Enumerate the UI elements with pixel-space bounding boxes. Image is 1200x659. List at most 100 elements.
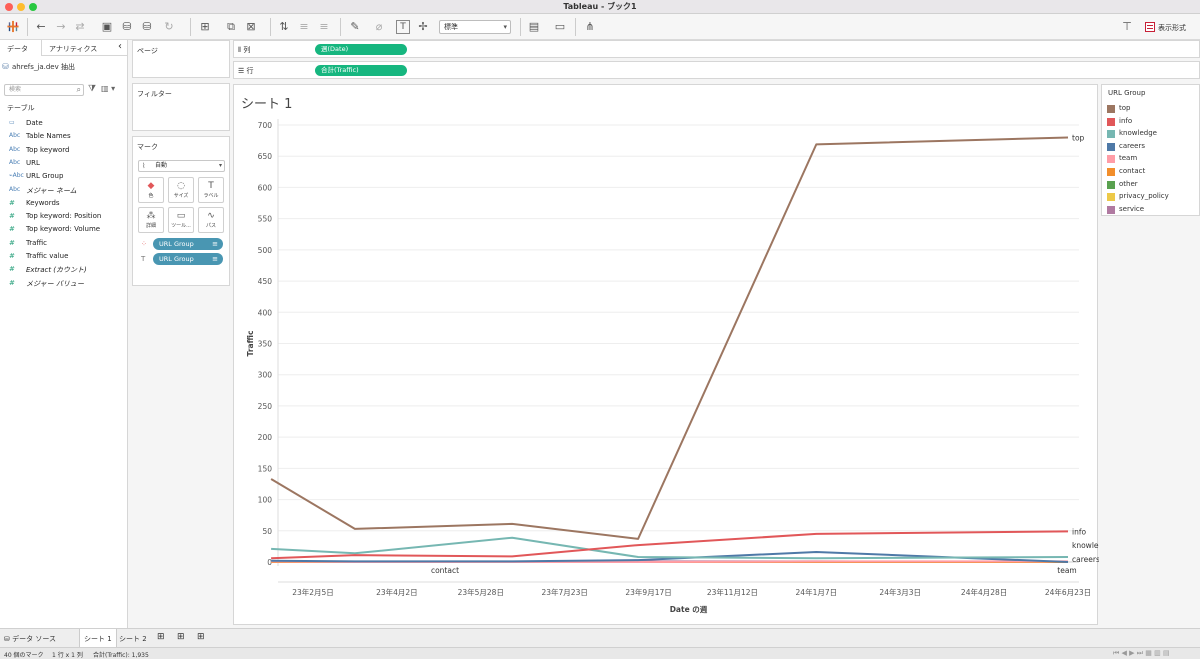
field-extract[interactable]: # Extract (カウント) xyxy=(0,263,127,276)
color-legend[interactable]: URL Group top info knowledge careers team con… xyxy=(1101,84,1200,216)
field-top-keyword[interactable]: Abc Top keyword xyxy=(0,144,127,157)
color-button-label: 色 xyxy=(148,193,154,199)
label-mark-button[interactable]: T ラベル xyxy=(198,177,224,203)
mark-type-select[interactable]: ⌇ 自動 ▾ xyxy=(138,160,225,172)
x-tick-label: 23年9月17日 xyxy=(625,587,671,597)
x-tick-label: 24年3月3日 xyxy=(879,587,921,597)
field-label: Top keyword: Volume xyxy=(26,225,101,234)
field-search-input[interactable]: 検索 ⌕ xyxy=(4,84,84,96)
line-chart[interactable]: 0 50 100 150 200 250 300 350 400 450 500 550 600 650 7… xyxy=(234,85,1099,626)
url-group-label-pill[interactable]: URL Group ≡ xyxy=(153,253,223,265)
path-mark-button[interactable]: ∿ パス xyxy=(198,207,224,233)
detail-button-label: 詳細 xyxy=(145,223,156,229)
series-line-top[interactable] xyxy=(270,136,1069,540)
tooltip-mark-button[interactable]: ▭ ツール... xyxy=(168,207,194,233)
string-type-icon: Abc xyxy=(9,132,21,140)
field-[interactable]: Abc メジャー ネーム xyxy=(0,184,127,197)
save-icon[interactable]: ▣ xyxy=(101,20,113,33)
size-mark-button[interactable]: ◌ サイズ xyxy=(168,177,194,203)
tab-analytics[interactable]: アナリティクス xyxy=(49,45,98,53)
share-icon[interactable]: ⋔ xyxy=(585,20,595,33)
group-type-icon: ⌁Abc xyxy=(9,172,24,180)
series-line-knowledge[interactable] xyxy=(271,536,1069,560)
field-keywords[interactable]: # Keywords xyxy=(0,197,127,210)
field-label: Top keyword xyxy=(26,145,70,154)
sort-icon: ≡ xyxy=(212,255,218,263)
tableau-logo-icon[interactable] xyxy=(6,20,20,33)
view-options-icon[interactable]: ▥ ▾ xyxy=(101,84,116,93)
zoom-window-button[interactable] xyxy=(29,3,37,11)
presentation-mode-icon[interactable]: ▭ xyxy=(554,20,566,33)
field-[interactable]: # メジャー バリュー xyxy=(0,277,127,290)
pages-card[interactable]: ページ xyxy=(132,40,230,78)
swap-rows-columns-icon[interactable]: ⇅ xyxy=(279,20,289,33)
datasource-tab-label: データ ソース xyxy=(12,635,56,643)
filter-icon[interactable]: ⧩ xyxy=(88,84,97,94)
color-encoding-icon: ⁘ xyxy=(141,240,147,248)
new-dashboard-tab-icon[interactable]: ⊞ xyxy=(177,632,185,642)
marks-card: マーク ⌇ 自動 ▾ ◆ 色 ◌ サイズ T ラベル ⁂ 詳細 ▭ ツール... ∿ パス ⁘ URL… xyxy=(132,136,230,286)
detail-mark-button[interactable]: ⁂ 詳細 xyxy=(138,207,164,233)
series-line-careers[interactable] xyxy=(271,551,1069,563)
path-icon: ∿ xyxy=(207,211,215,221)
highlight-icon[interactable]: ✎ xyxy=(350,20,360,33)
week-date-pill[interactable]: 週(Date) xyxy=(315,44,407,55)
y-tick-label: 350 xyxy=(258,340,273,349)
tab-data[interactable]: データ xyxy=(0,40,42,56)
columns-shelf[interactable]: ⦀ 列 週(Date) xyxy=(233,40,1200,58)
view-size-value: 標準 xyxy=(444,23,458,31)
clear-sheet-icon[interactable]: ⊠ xyxy=(246,20,256,33)
pin-axes-icon[interactable]: ✢ xyxy=(418,20,428,33)
show-cards-icon[interactable]: ▤ xyxy=(528,20,540,33)
group-members-icon[interactable]: ⌀ xyxy=(375,20,383,33)
number-type-icon: # xyxy=(9,238,15,247)
new-worksheet-tab-icon[interactable]: ⊞ xyxy=(157,632,165,642)
new-datasource-icon[interactable]: ⛁ xyxy=(122,20,132,33)
datasource-tab[interactable]: ⛁ データ ソース xyxy=(4,635,56,643)
sheet-nav-icons[interactable]: ⏮ ◀ ▶ ⏭ ▦ ▥ ▤ xyxy=(1113,649,1170,657)
url-group-color-pill[interactable]: URL Group ≡ xyxy=(153,238,223,250)
rows-shelf[interactable]: ☰ 行 合計(Traffic) xyxy=(233,61,1200,79)
number-type-icon: # xyxy=(9,252,15,260)
datasource-name[interactable]: ahrefs_ja.dev 抽出 xyxy=(12,63,75,71)
field-date[interactable]: ▭ Date xyxy=(0,117,127,130)
field-traffic[interactable]: # Traffic xyxy=(0,237,127,250)
filters-card[interactable]: フィルター xyxy=(132,83,230,131)
pause-updates-icon[interactable]: ⛁ xyxy=(142,20,152,33)
y-tick-label: 150 xyxy=(258,464,273,473)
format-button[interactable]: 表示形式 xyxy=(1158,24,1186,32)
redo-icon[interactable]: → xyxy=(56,20,66,33)
field-top-keyword-position[interactable]: # Top keyword: Position xyxy=(0,210,127,223)
collapse-pane-icon[interactable]: ‹ xyxy=(118,41,122,52)
field-traffic-value[interactable]: # Traffic value xyxy=(0,250,127,263)
duplicate-sheet-icon[interactable]: ⧉ xyxy=(227,20,235,33)
sum-traffic-pill[interactable]: 合計(Traffic) xyxy=(315,65,407,76)
new-story-tab-icon[interactable]: ⊞ xyxy=(197,632,205,642)
sheet-tab-2[interactable]: シート 2 xyxy=(119,635,147,643)
worksheet-view[interactable]: シート 1 0 50 100 150 200 250 300 350 400 450 500 550 6… xyxy=(233,84,1099,626)
series-line-info[interactable] xyxy=(271,530,1069,560)
new-worksheet-icon[interactable]: ⊞ xyxy=(200,20,210,33)
legend-swatch xyxy=(1107,205,1115,214)
field-label: メジャー バリュー xyxy=(26,279,84,288)
legend-label: team xyxy=(1119,154,1138,163)
undo-icon[interactable]: ← xyxy=(36,20,46,33)
field-url-group[interactable]: ⌁Abc URL Group xyxy=(0,170,127,183)
show-mark-labels-icon[interactable]: T xyxy=(396,20,410,34)
color-mark-button[interactable]: ◆ 色 xyxy=(138,177,164,203)
field-label: メジャー ネーム xyxy=(26,186,77,195)
sheet-tab-1[interactable]: シート 1 xyxy=(79,629,117,648)
sort-descending-icon[interactable]: ≡ xyxy=(319,20,329,33)
field-table-names[interactable]: Abc Table Names xyxy=(0,130,127,143)
y-tick-label: 50 xyxy=(262,527,272,536)
show-me-icon[interactable]: ⊤ xyxy=(1122,20,1132,33)
color-pill-label: URL Group xyxy=(159,240,194,248)
refresh-icon[interactable]: ↻ xyxy=(164,20,174,33)
field-url[interactable]: Abc URL xyxy=(0,157,127,170)
view-size-select[interactable]: 標準 ▾ xyxy=(439,20,511,34)
sort-ascending-icon[interactable]: ≡ xyxy=(299,20,309,33)
minimize-window-button[interactable] xyxy=(17,3,25,11)
swap-icon[interactable]: ⇄ xyxy=(75,20,85,33)
field-top-keyword-volume[interactable]: # Top keyword: Volume xyxy=(0,223,127,236)
close-window-button[interactable] xyxy=(5,3,13,11)
